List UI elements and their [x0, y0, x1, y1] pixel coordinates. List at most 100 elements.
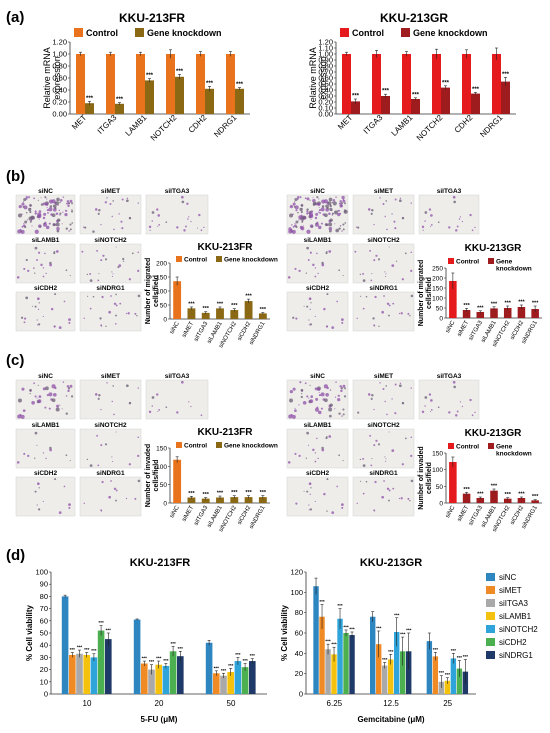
b_gr-stained-cell	[340, 202, 344, 205]
c_gr-stained-cell	[344, 387, 347, 390]
b_fr-stained-cell	[49, 263, 52, 267]
a_gr-x-tick-label: CDH2	[453, 113, 475, 135]
c_fr-stained-cell	[67, 387, 71, 390]
b_gr-micrograph	[286, 243, 349, 284]
c_fr-stained-cell	[69, 460, 71, 462]
d_fr-y-tick-label: 30	[40, 653, 48, 662]
d_gr-x-tick-label: 12.5	[383, 699, 399, 708]
d_fr-sig-label: ***	[221, 668, 227, 673]
c_fr-stained-cell	[89, 464, 93, 468]
d_fr-bar	[241, 667, 249, 694]
c_fr-stained-cell	[188, 401, 190, 403]
b_gr-stained-cell	[310, 218, 312, 220]
b_gr-stained-cell	[395, 260, 398, 262]
d_fr-title: KKU-213FR	[130, 557, 191, 569]
chart-c_fr-legend-control-swatch	[176, 442, 182, 448]
d_gr-bar	[331, 654, 337, 694]
d_fr-bar	[76, 653, 83, 694]
panel-label-b: (b)	[6, 168, 25, 185]
b_fr-stained-cell	[157, 214, 161, 217]
b_gr-stained-cell	[343, 209, 348, 214]
b_gr-stained-cell	[306, 246, 310, 250]
b_gr-stained-cell	[316, 252, 318, 255]
chart-b_fr-legend-control-swatch	[176, 256, 182, 262]
b_gr-stained-cell	[375, 254, 378, 257]
b_fr-stained-cell	[24, 225, 27, 229]
c_gr-stained-cell	[318, 391, 320, 393]
c_gr-micrograph	[352, 428, 415, 469]
b_fr-stained-cell	[121, 198, 124, 201]
c_gr-stained-cell	[386, 413, 388, 416]
b_fr-stained-cell	[28, 216, 33, 221]
b_fr-stained-cell	[122, 260, 125, 262]
b_fr-stained-cell	[165, 221, 168, 224]
c_gr-stained-cell	[391, 398, 393, 400]
b_fr-stained-cell	[64, 213, 68, 217]
b_fr-stained-cell	[113, 302, 117, 306]
b_fr-stained-cell	[198, 213, 201, 217]
c_gr-stained-cell	[421, 410, 425, 414]
c_gr-stained-cell	[365, 480, 368, 483]
a_fr-sig-label: ***	[146, 73, 154, 79]
b_fr-stained-cell	[98, 209, 101, 212]
a_fr-bar	[136, 54, 145, 114]
d_gr-bar	[456, 668, 463, 694]
c_fr-stained-cell	[96, 434, 98, 437]
chart-b_fr-legend-control: Control	[184, 257, 207, 264]
b_gr-stained-cell	[370, 279, 373, 282]
c_fr-stained-cell	[97, 397, 100, 400]
b_fr-stained-cell	[89, 307, 92, 310]
b_fr-stained-cell	[63, 300, 66, 303]
b_gr-stained-cell	[324, 213, 328, 218]
b_gr-stained-cell	[360, 295, 362, 297]
d_gr-sig-label: ***	[457, 655, 463, 660]
c_fr-stained-cell	[33, 382, 36, 385]
c_gr-stained-cell	[404, 437, 407, 440]
b_gr-stained-cell	[331, 326, 335, 330]
a_gr-y-tick-label: 0.30	[318, 92, 333, 101]
c_gr-stained-cell	[292, 387, 296, 391]
b_gr-stained-cell	[386, 228, 388, 231]
d_fr-sig-label: ***	[228, 663, 234, 668]
c_gr-micrograph	[286, 476, 349, 517]
b_gr-stained-cell	[294, 222, 296, 225]
b_fr-bar	[258, 313, 267, 319]
b_fr-stained-cell	[53, 251, 56, 255]
c_fr-stained-cell	[106, 382, 108, 384]
c_gr-stained-cell	[321, 448, 325, 452]
d-legend-swatch	[486, 586, 495, 594]
b_gr-stained-cell	[430, 224, 433, 226]
c_gr-stained-cell	[371, 458, 373, 460]
c_gr-bar	[462, 493, 471, 503]
b_fr-stained-cell	[176, 226, 179, 229]
a_fr-y-tick-label: 0.80	[52, 62, 67, 71]
b_fr-micrograph	[15, 291, 76, 332]
c_gr-stained-cell	[342, 408, 345, 411]
c_fr-stained-cell	[97, 464, 100, 467]
d_fr-bar	[234, 661, 242, 694]
c_gr-stained-cell	[305, 457, 308, 459]
d_fr-sig-label: ***	[242, 658, 248, 663]
b_gr-micrograph-label: siLAMB1	[304, 237, 332, 244]
c_gr-stained-cell	[360, 480, 362, 482]
c_gr-stained-cell	[294, 452, 297, 455]
a-fr-legend-kd: Gene knockdown	[147, 28, 222, 38]
d-legend-swatch	[486, 599, 495, 607]
b_fr-stained-cell	[89, 272, 92, 275]
d_gr-sig-label: ***	[376, 625, 382, 630]
c_gr-stained-cell	[287, 461, 291, 464]
b_fr-stained-cell	[24, 220, 28, 224]
a_fr-sig-label: ***	[206, 81, 214, 87]
c_gr-stained-cell	[338, 412, 341, 415]
d-legend-label: siNC	[499, 573, 517, 582]
b_gr-stained-cell	[342, 228, 345, 231]
c_gr-stained-cell	[307, 444, 310, 446]
b_fr-stained-cell	[96, 249, 98, 252]
b_fr-stained-cell	[65, 269, 68, 272]
d_gr-sig-label: ***	[394, 612, 400, 617]
b_fr-stained-cell	[104, 201, 107, 204]
b_gr-stained-cell	[379, 197, 381, 199]
c_gr-stained-cell	[341, 415, 343, 417]
b_gr-micrograph-label: siNOTCH2	[367, 237, 400, 244]
